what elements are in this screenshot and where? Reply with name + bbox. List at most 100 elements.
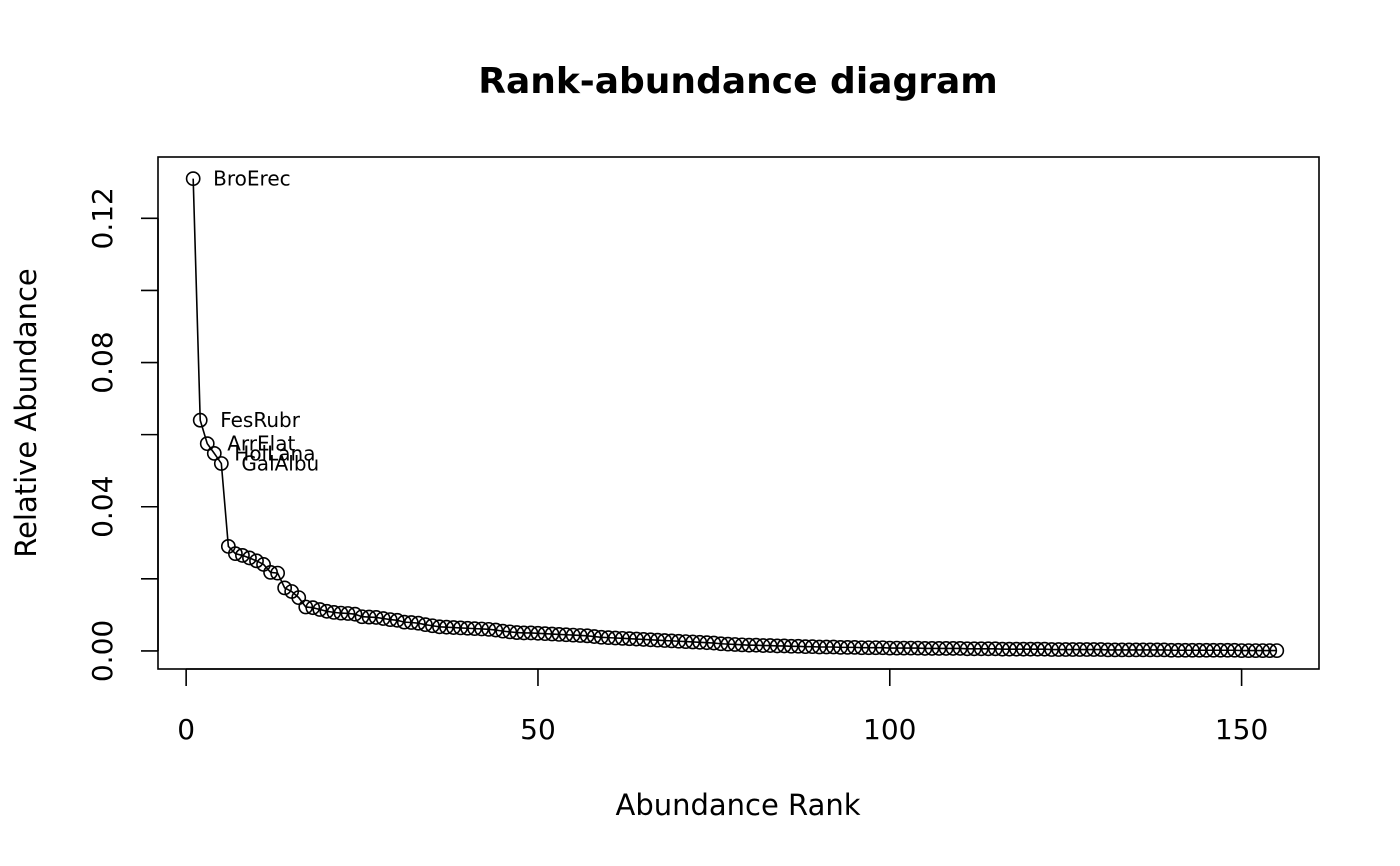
data-point bbox=[819, 639, 834, 655]
data-point bbox=[615, 630, 630, 646]
data-point bbox=[945, 641, 961, 656]
data-point bbox=[797, 639, 813, 655]
data-point bbox=[298, 599, 314, 615]
data-point bbox=[1156, 642, 1172, 658]
data-point bbox=[1269, 643, 1285, 659]
data-point bbox=[249, 553, 264, 569]
data-point bbox=[558, 627, 574, 643]
data-point bbox=[389, 612, 405, 628]
data-point bbox=[375, 611, 391, 626]
data-point bbox=[185, 171, 201, 187]
data-point bbox=[474, 621, 490, 637]
data-point bbox=[600, 630, 616, 646]
x-tick-label: 100 bbox=[863, 713, 916, 746]
data-point bbox=[439, 619, 454, 635]
data-point bbox=[1009, 641, 1024, 657]
point-annotation: GalAlbu bbox=[241, 451, 319, 475]
data-point bbox=[671, 633, 687, 649]
data-point bbox=[748, 637, 764, 653]
data-point bbox=[382, 612, 398, 627]
data-point bbox=[952, 641, 968, 656]
data-point bbox=[270, 565, 286, 581]
data-point bbox=[1107, 642, 1123, 658]
data-point bbox=[643, 632, 658, 648]
data-point bbox=[980, 641, 996, 657]
data-point bbox=[551, 626, 567, 642]
data-point bbox=[1149, 642, 1165, 658]
data-point bbox=[544, 626, 560, 642]
point-annotation: ArrElat bbox=[227, 432, 295, 456]
data-point bbox=[833, 639, 848, 655]
data-point bbox=[403, 615, 419, 630]
data-point bbox=[1248, 643, 1264, 659]
x-tick-label: 150 bbox=[1215, 713, 1268, 746]
data-point bbox=[1065, 642, 1081, 657]
data-point bbox=[1002, 641, 1017, 657]
data-point bbox=[495, 623, 511, 639]
data-point bbox=[333, 605, 349, 621]
data-point bbox=[706, 635, 722, 651]
data-point bbox=[1114, 642, 1130, 658]
data-point bbox=[1072, 642, 1088, 657]
data-point bbox=[734, 637, 750, 653]
data-point bbox=[896, 640, 912, 656]
data-point bbox=[931, 641, 947, 656]
data-point bbox=[966, 641, 982, 657]
data-point bbox=[410, 615, 426, 631]
data-point bbox=[565, 627, 581, 643]
data-point bbox=[199, 436, 215, 452]
point-annotation: BroErec bbox=[213, 167, 290, 191]
data-point bbox=[650, 632, 665, 648]
data-point bbox=[467, 621, 483, 637]
chart-title: Rank-abundance diagram bbox=[478, 61, 998, 102]
data-point bbox=[1051, 642, 1067, 657]
data-point bbox=[741, 637, 757, 653]
data-point bbox=[1227, 642, 1242, 658]
data-point bbox=[361, 609, 377, 625]
data-point bbox=[622, 631, 637, 647]
data-point bbox=[432, 619, 447, 635]
data-point bbox=[1213, 642, 1228, 658]
data-point bbox=[762, 638, 778, 653]
y-tick-label: 0.12 bbox=[86, 187, 119, 249]
data-point bbox=[1100, 642, 1116, 658]
data-point bbox=[1191, 642, 1207, 658]
data-point bbox=[192, 412, 208, 428]
data-point bbox=[685, 634, 701, 650]
data-point bbox=[1044, 642, 1060, 657]
data-point bbox=[1128, 642, 1144, 658]
data-point bbox=[579, 628, 595, 644]
data-point bbox=[347, 606, 363, 622]
data-point bbox=[446, 620, 461, 635]
data-point bbox=[277, 580, 293, 596]
data-point bbox=[889, 640, 905, 656]
data-point bbox=[453, 620, 468, 636]
data-point bbox=[657, 633, 673, 648]
data-point bbox=[1058, 642, 1074, 657]
data-point bbox=[720, 636, 736, 652]
data-point bbox=[755, 638, 771, 653]
data-point bbox=[840, 639, 855, 655]
data-point bbox=[812, 639, 827, 655]
data-point bbox=[959, 641, 975, 657]
data-point bbox=[692, 634, 708, 650]
data-point bbox=[1163, 642, 1179, 658]
data-point bbox=[1023, 641, 1038, 657]
data-point bbox=[593, 629, 609, 645]
data-point bbox=[263, 564, 278, 580]
data-point bbox=[242, 550, 257, 566]
data-point bbox=[1135, 642, 1151, 658]
data-point bbox=[678, 634, 694, 649]
data-point bbox=[868, 640, 884, 656]
data-point bbox=[1255, 643, 1271, 659]
y-axis-label: Relative Abundance bbox=[9, 268, 43, 558]
data-point bbox=[206, 445, 222, 461]
data-point bbox=[305, 600, 321, 616]
data-point bbox=[910, 640, 926, 656]
x-tick-label: 0 bbox=[177, 713, 195, 746]
x-axis: 0 50 100 150 bbox=[177, 668, 1268, 746]
data-point bbox=[1206, 642, 1221, 658]
data-point bbox=[340, 606, 356, 621]
data-point bbox=[530, 625, 546, 641]
data-point bbox=[488, 622, 504, 638]
